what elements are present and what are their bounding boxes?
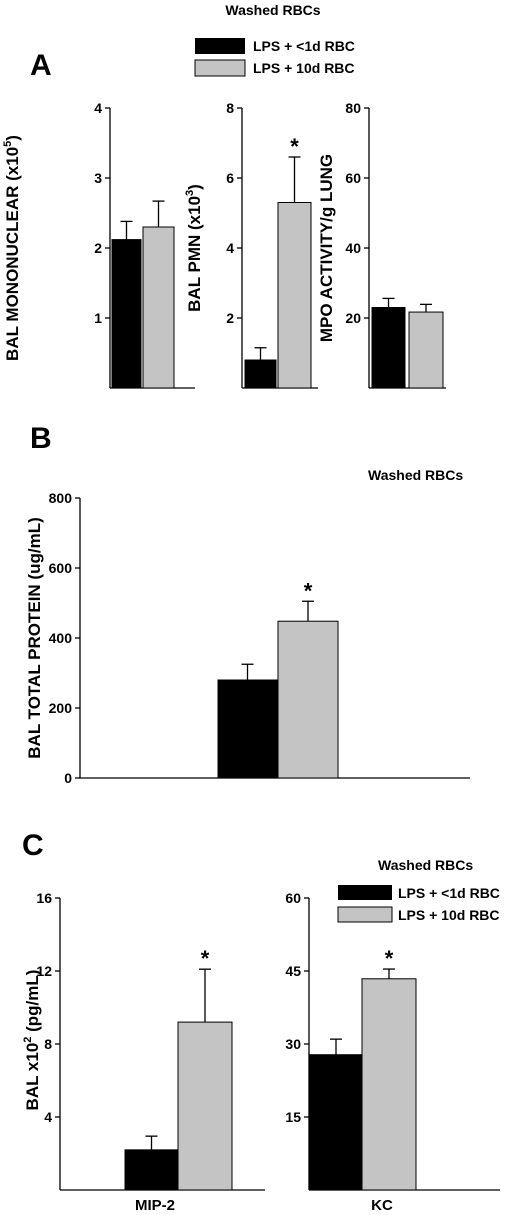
chart-1-y-tick-label-0: 1 bbox=[94, 310, 102, 326]
chart-4-significance-2: * bbox=[304, 578, 313, 603]
legend-a-label-10d: LPS + 10d RBC bbox=[253, 60, 355, 76]
legend-c-label-lt1d: LPS + <1d RBC bbox=[398, 885, 500, 901]
legend-c-label-10d: LPS + 10d RBC bbox=[398, 907, 500, 923]
legend-a-swatch-lt1d bbox=[195, 38, 245, 54]
chart-5-bar-2 bbox=[177, 1021, 233, 1191]
chart-3-y-axis-label: MPO ACTIVITY/g LUNG bbox=[317, 154, 336, 342]
chart-4-y-tick-label-4: 800 bbox=[49, 490, 73, 506]
chart-2-y-tick-label-3: 8 bbox=[226, 100, 234, 116]
chart-6-significance-2: * bbox=[385, 946, 394, 971]
chart-2-y-tick-label-2: 6 bbox=[226, 170, 234, 186]
chart-4-y-tick-label-0: 0 bbox=[64, 770, 72, 786]
chart-5-y-tick-label-1: 8 bbox=[44, 1036, 52, 1052]
chart-3-bar-2 bbox=[408, 311, 444, 389]
legend-a-swatch-10d bbox=[194, 59, 246, 77]
chart-4-bar-2 bbox=[277, 620, 339, 779]
chart-1-y-tick-label-3: 4 bbox=[94, 100, 102, 116]
chart-6-y-tick-label-2: 45 bbox=[285, 963, 301, 979]
chart-3-y-tick-label-2: 60 bbox=[345, 170, 361, 186]
panel-b-letter: B bbox=[30, 422, 52, 455]
chart-5-y-tick-label-3: 16 bbox=[36, 890, 52, 906]
chart-1-bar-1 bbox=[111, 239, 142, 389]
chart-6-bar-2 bbox=[361, 978, 417, 1191]
chart-1-bar-2 bbox=[142, 226, 175, 389]
chart-3-bar-1 bbox=[371, 307, 406, 389]
legend-c-swatch-lt1d bbox=[338, 885, 392, 900]
chart-5-y-axis-label: BAL x102 (pg/mL) bbox=[22, 970, 42, 1111]
chart-4-bar-1 bbox=[217, 679, 278, 779]
chart-3-y-tick-label-3: 80 bbox=[345, 100, 361, 116]
chart-5-y-tick-label-2: 12 bbox=[36, 963, 52, 979]
chart-2-y-tick-label-1: 4 bbox=[226, 240, 234, 256]
panel-c-title: Washed RBCs bbox=[378, 857, 473, 873]
legend-c-swatch-10d bbox=[337, 906, 393, 923]
chart-5-y-tick-label-0: 4 bbox=[44, 1109, 52, 1125]
chart-4-y-tick-label-2: 400 bbox=[49, 630, 73, 646]
panel-a-title: Washed RBCs bbox=[225, 2, 320, 18]
chart-6-y-tick-label-0: 15 bbox=[285, 1109, 301, 1125]
chart-2-significance-2: * bbox=[290, 134, 299, 159]
panel-b-title: Washed RBCs bbox=[368, 467, 463, 483]
panel-a-letter: A bbox=[30, 49, 52, 82]
chart-6-category-label: KC bbox=[371, 1197, 393, 1214]
chart-5-category-label: MIP-2 bbox=[135, 1197, 175, 1214]
chart-5-significance-2: * bbox=[201, 946, 210, 971]
chart-4-y-axis-label: BAL TOTAL PROTEIN (ug/mL) bbox=[25, 517, 44, 758]
chart-1-y-axis-label: BAL MONONUCLEAR (x105) bbox=[2, 135, 22, 361]
chart-3-y-tick-label-1: 40 bbox=[345, 240, 361, 256]
chart-2-y-axis-label: BAL PMN (x103) bbox=[184, 184, 204, 312]
chart-6-bar-1 bbox=[309, 1054, 363, 1191]
chart-1-y-tick-label-2: 3 bbox=[94, 170, 102, 186]
chart-4-y-tick-label-3: 600 bbox=[49, 560, 73, 576]
chart-2-bar-2 bbox=[277, 202, 312, 389]
chart-2-bar-1 bbox=[244, 359, 277, 389]
chart-3-y-tick-label-0: 20 bbox=[345, 310, 361, 326]
chart-4-y-tick-label-1: 200 bbox=[49, 700, 73, 716]
chart-6-y-tick-label-3: 60 bbox=[285, 890, 301, 906]
chart-6-y-tick-label-1: 30 bbox=[285, 1036, 301, 1052]
chart-2-y-tick-label-0: 2 bbox=[226, 310, 234, 326]
chart-5-bar-1 bbox=[124, 1149, 179, 1191]
legend-a-label-lt1d: LPS + <1d RBC bbox=[253, 38, 355, 54]
chart-1-y-tick-label-1: 2 bbox=[94, 240, 102, 256]
panel-c-letter: C bbox=[22, 829, 44, 862]
